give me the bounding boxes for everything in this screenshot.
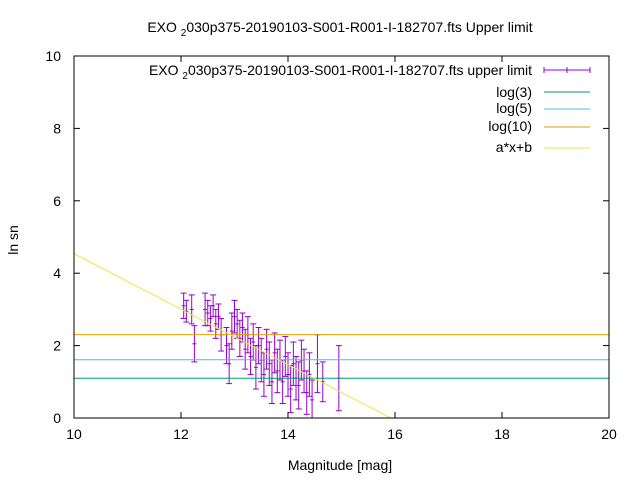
- x-tick-label-0: 10: [66, 426, 82, 442]
- x-axis-label: Magnitude [mag]: [288, 457, 392, 473]
- legend-label-series-2: log(5): [496, 100, 532, 116]
- series-4-fit-line: [74, 253, 391, 418]
- y-tick-label-4: 8: [53, 120, 61, 136]
- y-tick-label-0: 0: [53, 410, 61, 426]
- x-tick-label-2: 14: [280, 426, 296, 442]
- x-tick-label-1: 12: [173, 426, 189, 442]
- legend-label-series-3: log(10): [488, 118, 532, 134]
- legend-label-series-1: log(3): [496, 84, 532, 100]
- legend-label-series-0: EXO 2030p375-20190103-S001-R001-I-182707…: [149, 62, 532, 82]
- series-layer: [74, 253, 609, 418]
- plot-border: [73, 55, 610, 419]
- legend: EXO 2030p375-20190103-S001-R001-I-182707…: [149, 62, 591, 155]
- y-tick-label-2: 4: [53, 265, 61, 281]
- chart-title: EXO 2030p375-20190103-S001-R001-I-182707…: [147, 19, 532, 39]
- legend-label-series-4: a*x+b: [496, 139, 532, 155]
- x-tick-label-3: 16: [387, 426, 403, 442]
- axes: 10 12 14 16 18 20 0 2 4 6 8 10: [45, 48, 617, 442]
- x-tick-label-4: 18: [494, 426, 510, 442]
- plot-area: [74, 253, 609, 418]
- y-tick-label-1: 2: [53, 338, 61, 354]
- y-axis-label: ln sn: [5, 225, 21, 255]
- y-tick-label-5: 10: [45, 48, 61, 64]
- x-tick-label-5: 20: [601, 426, 617, 442]
- y-tick-label-3: 6: [53, 193, 61, 209]
